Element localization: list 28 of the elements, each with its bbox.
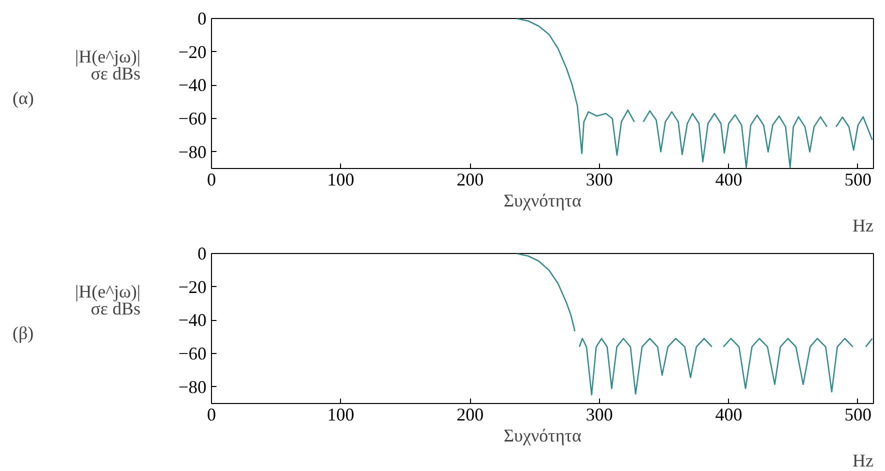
y-tick-label: 0: [198, 8, 206, 28]
x-axis-title: Συχνότητα: [504, 426, 582, 446]
x-tick-label: 500: [844, 170, 872, 190]
text: Hz: [852, 450, 874, 470]
text: (β): [12, 322, 34, 343]
text: Hz: [852, 216, 874, 236]
y-tick-label: −80: [178, 376, 207, 397]
x-tick-label: 300: [586, 170, 613, 190]
x-tick-label: 100: [327, 404, 354, 424]
y-tick-label: −20: [178, 42, 207, 62]
x-tick-label: 500: [844, 404, 872, 424]
x-axis-title: Συχνότητα: [504, 190, 582, 210]
x-tick-label: 200: [456, 170, 484, 190]
y-tick-label: −60: [178, 108, 207, 128]
x-tick-label: 100: [327, 170, 354, 190]
y-tick-label: −80: [178, 142, 207, 162]
y-tick-label: −60: [178, 344, 207, 364]
y-tick-label: −20: [178, 276, 207, 297]
x-tick-label: 300: [586, 404, 613, 424]
x-tick-label: 200: [456, 404, 484, 424]
y-tick-label: −40: [178, 310, 207, 330]
y-tick-label: −40: [178, 75, 207, 96]
y-axis-title: |H(e^jω)| σε dBs: [75, 281, 141, 319]
x-tick-label: 400: [715, 404, 742, 424]
y-tick-label: 0: [198, 244, 206, 264]
x-tick-label: 400: [715, 170, 742, 190]
text: (α): [12, 88, 34, 108]
y-axis-title: |H(e^jω)| σε dBs: [75, 46, 141, 84]
